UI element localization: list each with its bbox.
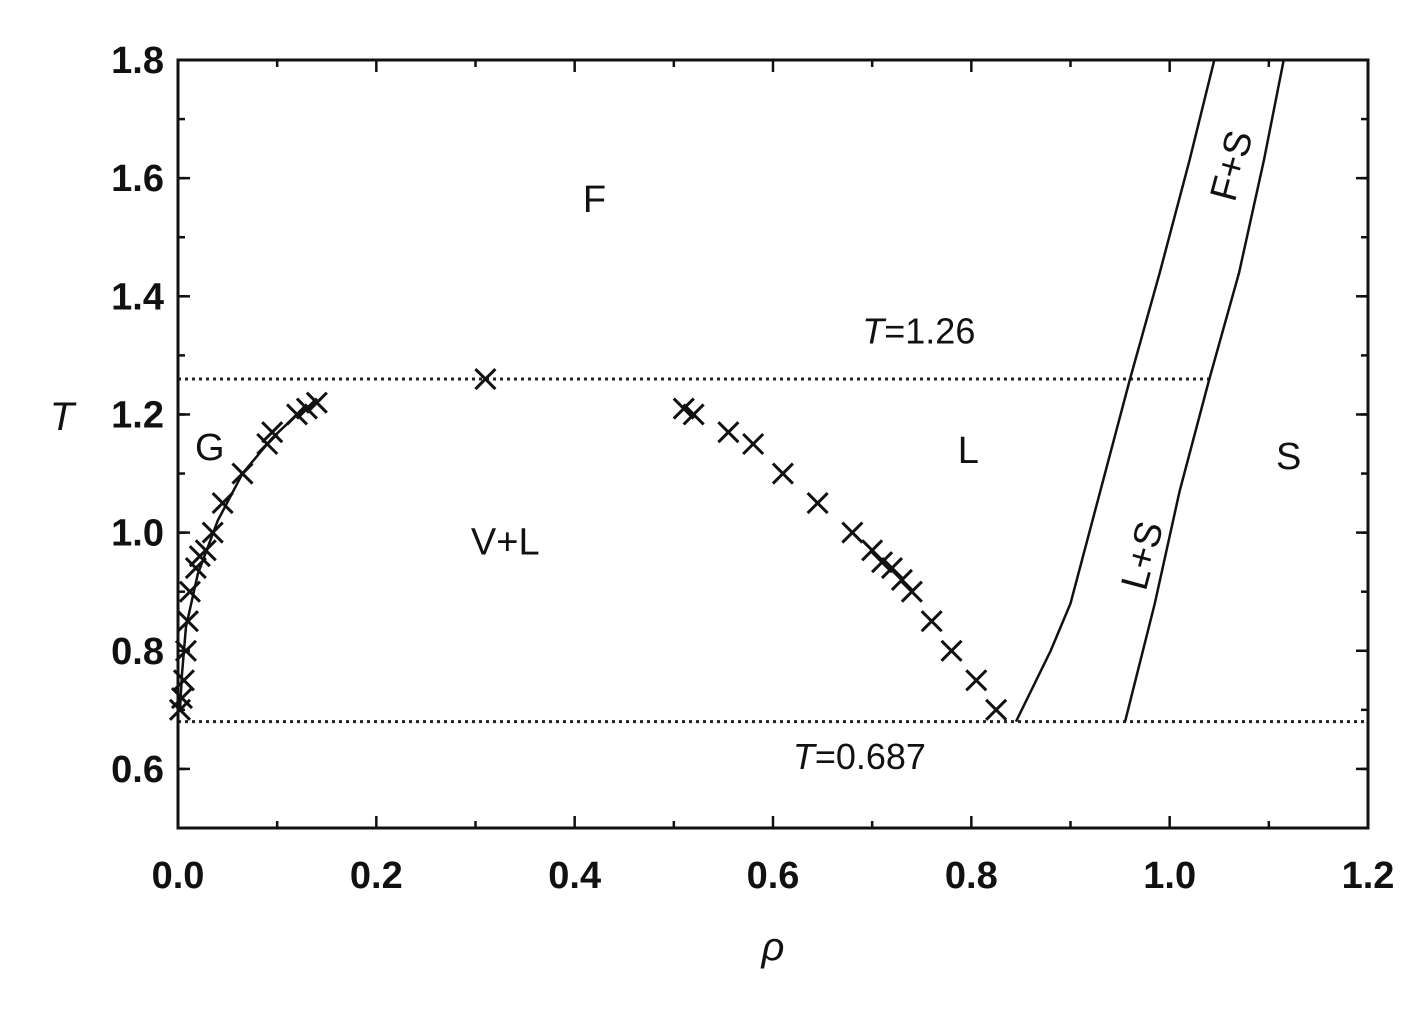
reference-line-label: T=1.26 bbox=[862, 311, 975, 352]
data-point-x-marker bbox=[682, 403, 705, 426]
reference-lines: T=1.26T=0.687 bbox=[178, 311, 1368, 777]
marker-stroke bbox=[806, 492, 829, 515]
data-point-x-marker bbox=[717, 421, 740, 444]
data-point-x-marker bbox=[940, 639, 963, 662]
x-tick-label: 0.6 bbox=[747, 855, 800, 897]
data-point-x-marker bbox=[672, 397, 695, 420]
reference-label-value: =1.26 bbox=[884, 311, 975, 352]
reference-label-value: =0.687 bbox=[815, 736, 926, 777]
data-point-x-marker bbox=[920, 610, 943, 633]
y-tick-label: 1.4 bbox=[111, 276, 164, 318]
y-tick-label: 0.8 bbox=[111, 631, 164, 673]
x-tick-label: 0.2 bbox=[350, 855, 403, 897]
data-point-x-marker bbox=[285, 403, 309, 426]
marker-stroke bbox=[985, 698, 1008, 721]
data-point-x-marker bbox=[295, 397, 318, 420]
reference-line-label: T=0.687 bbox=[793, 736, 926, 777]
marker-stroke bbox=[890, 568, 913, 591]
data-point-x-marker bbox=[474, 367, 497, 391]
data-point-x-marker bbox=[841, 521, 864, 544]
y-tick-label: 1.2 bbox=[111, 394, 164, 436]
x-tick-label: 1.2 bbox=[1342, 855, 1395, 897]
marker-stroke bbox=[211, 492, 234, 515]
region-label: L bbox=[958, 430, 979, 472]
data-point-x-marker bbox=[965, 669, 988, 692]
data-point-x-marker bbox=[985, 698, 1008, 721]
data-point-x-marker bbox=[806, 492, 829, 515]
y-tick-label: 1.6 bbox=[111, 158, 164, 200]
marker-stroke bbox=[742, 432, 765, 456]
marker-stroke bbox=[871, 551, 894, 574]
reference-label-var: T bbox=[793, 736, 818, 777]
marker-stroke bbox=[717, 421, 740, 444]
y-tick-label: 1.8 bbox=[111, 40, 164, 82]
marker-stroke bbox=[201, 521, 224, 544]
data-markers bbox=[168, 367, 1008, 721]
data-point-x-marker bbox=[771, 462, 794, 485]
marker-stroke bbox=[176, 610, 199, 633]
data-point-x-marker bbox=[176, 610, 199, 633]
region-label: G bbox=[195, 427, 225, 469]
marker-stroke bbox=[261, 421, 284, 444]
marker-stroke bbox=[256, 432, 279, 456]
data-point-x-marker bbox=[184, 557, 207, 580]
data-point-x-marker bbox=[900, 580, 923, 603]
region-label: F bbox=[583, 179, 606, 221]
region-label: L+S bbox=[1114, 517, 1172, 594]
data-point-x-marker bbox=[871, 551, 894, 574]
x-axis-title: ρ bbox=[761, 925, 785, 969]
phase-boundary-line bbox=[1014, 59, 1216, 723]
x-tick-label: 0.8 bbox=[945, 855, 998, 897]
marker-stroke bbox=[305, 391, 328, 414]
marker-stroke bbox=[900, 580, 923, 603]
marker-stroke bbox=[920, 610, 943, 633]
marker-stroke bbox=[880, 557, 904, 580]
marker-stroke bbox=[965, 669, 988, 692]
data-point-x-marker bbox=[256, 432, 279, 456]
marker-stroke bbox=[682, 403, 705, 426]
marker-stroke bbox=[231, 462, 254, 485]
y-tick-label: 1.0 bbox=[111, 513, 164, 555]
data-point-x-marker bbox=[201, 521, 224, 544]
x-tick-label: 1.0 bbox=[1143, 855, 1196, 897]
y-tick-label: 0.6 bbox=[111, 749, 164, 791]
marker-stroke bbox=[178, 580, 201, 603]
marker-stroke bbox=[940, 639, 963, 662]
region-label: F+S bbox=[1203, 126, 1262, 205]
marker-stroke bbox=[188, 545, 211, 568]
marker-stroke bbox=[285, 403, 309, 426]
marker-stroke bbox=[672, 397, 695, 420]
x-tick-label: 0.0 bbox=[152, 855, 205, 897]
marker-stroke bbox=[771, 462, 794, 485]
marker-stroke bbox=[295, 397, 318, 420]
axes: 0.0 0.2 0.4 0.6 0.8 1.0 1.2 0.6 0.8 1.0 1.2 1.4 1.6 1… bbox=[111, 40, 1394, 897]
marker-stroke bbox=[184, 557, 207, 580]
reference-label-var: T bbox=[862, 311, 887, 352]
data-point-x-marker bbox=[742, 432, 765, 456]
region-label: V+L bbox=[471, 521, 540, 563]
plot-frame bbox=[176, 58, 1370, 830]
marker-stroke bbox=[474, 367, 497, 391]
data-point-x-marker bbox=[231, 462, 254, 485]
marker-stroke bbox=[861, 539, 884, 562]
y-axis-title: T bbox=[50, 395, 77, 439]
data-point-x-marker bbox=[188, 545, 211, 568]
phase-boundary-line bbox=[1123, 59, 1285, 722]
data-point-x-marker bbox=[305, 391, 328, 414]
data-point-x-marker bbox=[178, 580, 201, 603]
x-tick-label: 0.4 bbox=[548, 855, 601, 897]
region-label: S bbox=[1276, 436, 1301, 478]
data-point-x-marker bbox=[211, 492, 234, 515]
marker-stroke bbox=[841, 521, 864, 544]
curves bbox=[178, 59, 1285, 723]
data-point-x-marker bbox=[261, 421, 284, 444]
